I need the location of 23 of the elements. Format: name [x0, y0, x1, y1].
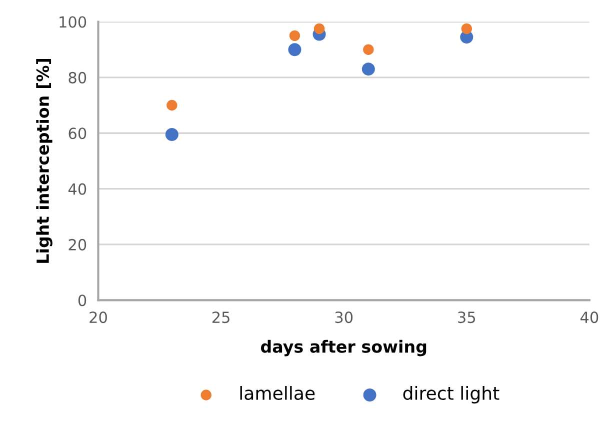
- y-tick-label: 60: [68, 128, 86, 140]
- x-tick-label: 40: [580, 312, 598, 324]
- legend-label: direct light: [403, 386, 500, 404]
- x-tick-label: 35: [458, 312, 476, 324]
- point: [289, 30, 300, 42]
- point: [166, 100, 178, 111]
- point: [288, 43, 302, 56]
- point: [461, 23, 472, 34]
- point: [165, 128, 178, 142]
- y-tick-label: 80: [68, 72, 86, 84]
- point: [363, 44, 374, 55]
- x-axis-title: days after sowing: [260, 340, 426, 356]
- y-tick-label: 40: [68, 183, 86, 195]
- y-axis-title: Light interception [%]: [36, 58, 52, 263]
- legend-label: lamellae: [240, 386, 315, 400]
- point: [314, 23, 325, 34]
- y-tick-label: 100: [60, 16, 86, 28]
- x-tick-label: 30: [335, 312, 353, 324]
- x-tick-label: 25: [212, 312, 230, 324]
- point: [362, 62, 375, 76]
- y-tick-label: 0: [78, 294, 86, 306]
- y-tick-label: 20: [68, 238, 86, 250]
- x-tick-label: 20: [90, 312, 107, 324]
